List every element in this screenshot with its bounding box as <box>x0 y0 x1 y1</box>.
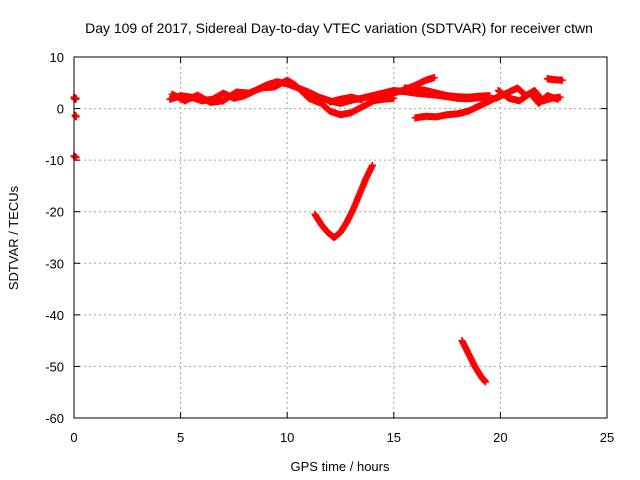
y-tick-label: 0 <box>57 102 64 117</box>
y-tick-label: -60 <box>45 411 64 426</box>
y-axis-label: SDTVAR / TECUs <box>6 185 21 290</box>
grid-lines <box>74 57 607 418</box>
y-tick-label: -50 <box>45 359 64 374</box>
x-tick-label: 20 <box>493 430 507 445</box>
chart-title: Day 109 of 2017, Sidereal Day-to-day VTE… <box>85 20 593 36</box>
y-tick-label: -40 <box>45 308 64 323</box>
data-point <box>390 94 398 102</box>
plot-frame <box>73 56 608 419</box>
x-tick-label: 10 <box>280 430 294 445</box>
y-tick-label: -30 <box>45 256 64 271</box>
y-tick-label: -20 <box>45 205 64 220</box>
x-tick-label: 5 <box>177 430 184 445</box>
x-tick-label: 15 <box>387 430 401 445</box>
x-tick-label: 25 <box>600 430 614 445</box>
data-point <box>481 378 489 386</box>
x-tick-label: 0 <box>70 430 77 445</box>
data-point <box>558 76 566 84</box>
data-points <box>70 74 566 386</box>
data-point <box>358 96 366 104</box>
x-axis-label: GPS time / hours <box>291 459 390 474</box>
data-point <box>368 161 376 169</box>
data-point <box>554 95 562 103</box>
data-point <box>430 74 438 82</box>
y-tick-label: 10 <box>50 50 64 65</box>
y-tick-label: -10 <box>45 153 64 168</box>
